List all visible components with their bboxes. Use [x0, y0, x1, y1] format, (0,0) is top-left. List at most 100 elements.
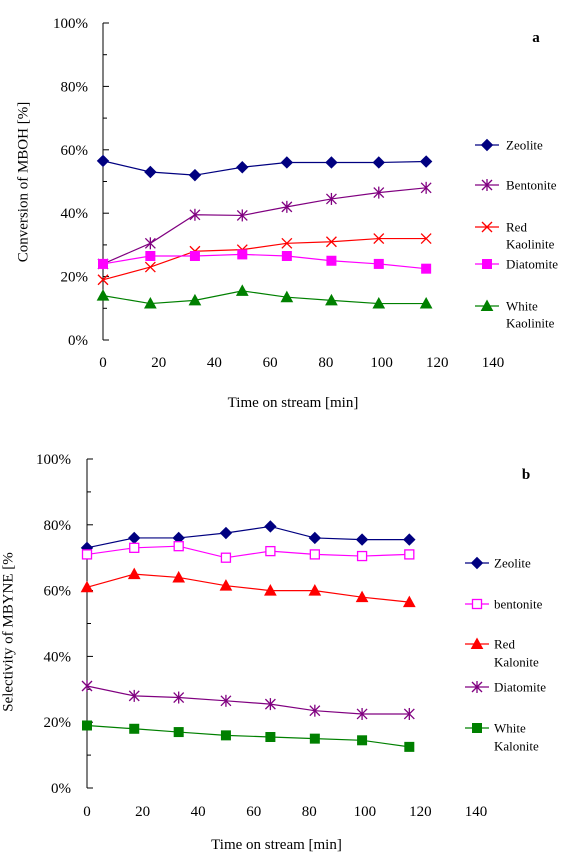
legend-marker [470, 556, 484, 570]
data-point [129, 723, 140, 734]
data-point [309, 733, 320, 744]
series-bentonite [97, 181, 432, 270]
legend-entry-red-kaolinite: Red Kaolinite [475, 220, 555, 252]
legend-entry-bentonite: bentonite [465, 597, 543, 612]
data-point [220, 552, 232, 563]
data-point [356, 550, 368, 562]
data-point [309, 704, 321, 717]
legend-marker [482, 259, 492, 269]
legend-marker [481, 221, 493, 233]
x-tick-label: 100 [354, 804, 377, 820]
legend: Zeolite Bentonite Red Kaolinite Diatomite Whi… [475, 138, 558, 331]
legend-marker [470, 637, 484, 649]
legend-label: Kaolinite [506, 316, 555, 331]
data-point [235, 284, 249, 296]
data-point [372, 297, 386, 309]
legend-entry-white-kaolinite: White Kaolinite [475, 299, 555, 331]
data-point [325, 236, 337, 248]
y-tick-label: 80% [44, 518, 72, 534]
legend-label: Zeolite [494, 556, 531, 571]
data-point [356, 707, 368, 720]
data-point [97, 274, 109, 286]
legend-label: Red [506, 220, 527, 235]
data-point [325, 156, 338, 169]
data-point [308, 584, 322, 596]
data-point [403, 533, 416, 546]
x-tick-label: 20 [135, 804, 150, 820]
series-red-kaolinite [97, 233, 432, 286]
legend-marker [471, 681, 483, 693]
data-point [81, 549, 93, 560]
data-point [236, 209, 248, 222]
x-tick-label: 80 [302, 804, 317, 820]
y-tick-label: 60% [61, 143, 89, 159]
series-line [102, 237, 427, 281]
data-point [189, 250, 200, 261]
data-point [128, 689, 140, 702]
data-point [373, 233, 385, 245]
data-point [403, 707, 415, 720]
data-point [325, 192, 337, 205]
legend-label: Diatomite [506, 257, 558, 272]
y-tick-label: 20% [44, 715, 72, 731]
legend: Zeolite bentonite Red Kalonite Diatomite Whit… [465, 556, 546, 754]
data-point [129, 542, 140, 553]
data-point [144, 165, 157, 179]
data-point [220, 730, 231, 741]
series-line [102, 160, 427, 176]
data-point [236, 161, 249, 174]
data-point [420, 233, 432, 245]
series-red-kalonite [80, 567, 416, 608]
legend-marker [480, 299, 494, 311]
series-line [86, 685, 410, 715]
legend-entry-bentonite: Bentonite [475, 178, 557, 193]
x-axis-title: Time on stream [min] [228, 395, 359, 411]
data-point [188, 293, 202, 306]
x-tick-label: 120 [426, 355, 449, 371]
data-point [264, 698, 276, 711]
series-line [102, 253, 427, 270]
data-point [373, 186, 385, 199]
data-point [419, 155, 433, 168]
data-point [82, 720, 92, 731]
data-point [309, 549, 320, 560]
panel-letter: b [522, 467, 530, 483]
data-point [372, 156, 385, 169]
data-point [404, 549, 415, 560]
data-point [355, 533, 369, 546]
x-tick-label: 60 [263, 355, 278, 371]
series-line [86, 545, 410, 559]
y-tick-label: 80% [61, 79, 89, 95]
legend-label: Kalonite [494, 655, 539, 670]
data-point [96, 154, 110, 168]
legend-entry-zeolite: Zeolite [475, 138, 543, 153]
legend-marker [471, 598, 483, 610]
data-point [325, 293, 338, 306]
data-point [173, 727, 184, 738]
x-tick-label: 0 [83, 804, 91, 820]
x-tick-label: 40 [207, 355, 222, 371]
legend-marker [481, 179, 493, 191]
data-point [144, 297, 157, 309]
legend-label: Zeolite [506, 138, 543, 153]
legend-entry-white-kalonite: White Kalonite [465, 721, 539, 754]
data-point [144, 237, 156, 250]
data-point [145, 250, 156, 261]
data-point [237, 249, 248, 260]
x-tick-label: 120 [409, 804, 432, 820]
series-zeolite [96, 154, 433, 182]
data-point [96, 289, 110, 301]
y-tick-label: 0% [51, 781, 71, 797]
legend-entry-zeolite: Zeolite [465, 556, 531, 571]
data-point [173, 541, 184, 552]
data-point [81, 680, 93, 693]
legend-label: Kalonite [494, 739, 539, 754]
data-point [264, 520, 277, 533]
y-tick-label: 100% [36, 452, 71, 468]
legend-label: Diatomite [494, 680, 546, 695]
legend-label: White [506, 299, 538, 314]
data-point [326, 255, 337, 266]
data-point [173, 691, 185, 704]
data-point [219, 526, 233, 540]
